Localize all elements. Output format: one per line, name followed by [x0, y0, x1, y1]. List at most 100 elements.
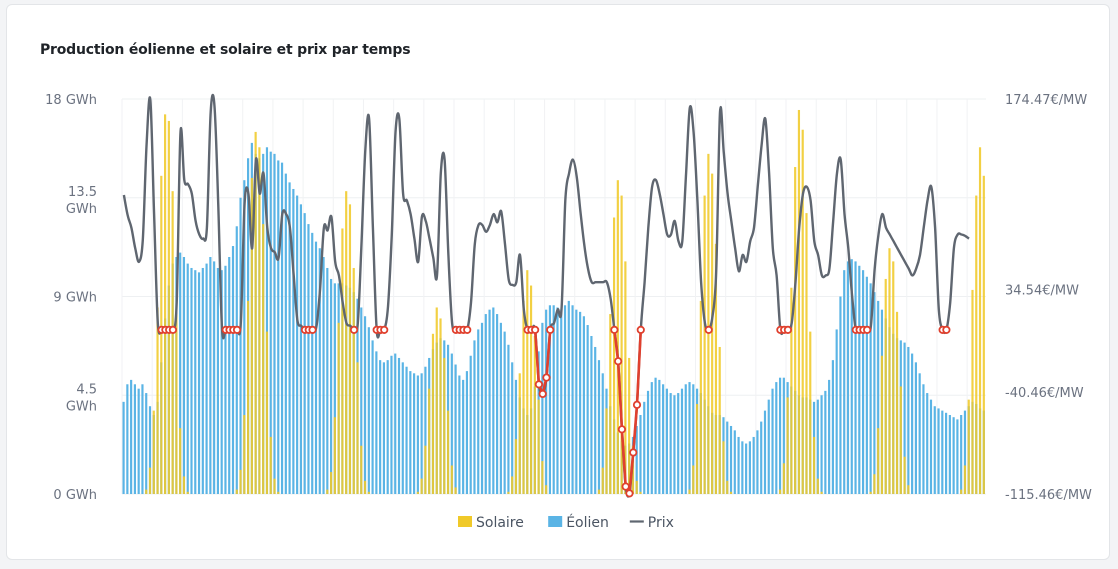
solar-bar — [171, 191, 174, 494]
solar-bar — [786, 397, 789, 494]
wind-bar — [846, 261, 850, 494]
wind-bar — [296, 195, 299, 495]
wind-bar — [292, 188, 295, 494]
y-left-tick-label: 4.5 GWh — [66, 382, 97, 414]
solar-bar — [537, 399, 540, 494]
solar-bar — [605, 408, 608, 494]
wind-bar — [865, 276, 868, 494]
price-negative-point — [232, 325, 242, 334]
solar-bar — [982, 175, 985, 495]
solar-bar — [612, 217, 616, 494]
y-right-tick-label: 34.54€/MW — [1005, 284, 1079, 299]
wind-bar — [330, 278, 333, 494]
solar-bar — [639, 491, 642, 494]
solar-bar — [711, 173, 714, 494]
solar-bar — [718, 346, 721, 494]
y-left-tick-line: 13.5 — [68, 185, 97, 200]
wind-bar — [401, 362, 404, 494]
wind-bar — [560, 309, 563, 494]
solar-bar — [907, 485, 910, 494]
wind-bar — [416, 375, 419, 494]
solar-bar — [880, 355, 884, 494]
wind-bar — [662, 384, 665, 494]
solar-bars — [145, 109, 985, 495]
wind-bar — [311, 232, 314, 494]
solar-bar — [511, 476, 514, 494]
wind-bar — [379, 360, 382, 494]
wind-bar — [556, 307, 559, 494]
wind-bar — [239, 197, 242, 494]
price-negative-point — [168, 325, 178, 334]
wind-bar — [952, 417, 955, 494]
solar-bar — [367, 491, 370, 494]
wind-bar — [458, 375, 461, 494]
solar-bar — [273, 478, 276, 494]
wind-bar — [563, 305, 567, 494]
wind-bar — [778, 377, 782, 494]
wind-bar — [775, 382, 778, 494]
wind-bar — [122, 401, 125, 494]
solar-bar — [352, 267, 355, 494]
wind-bar — [956, 419, 959, 494]
price-negative-point — [308, 325, 317, 334]
wind-bar — [541, 322, 544, 494]
solar-bar — [341, 228, 344, 494]
wind-bar — [450, 353, 453, 494]
wind-bar — [386, 360, 389, 494]
solar-bar — [247, 300, 250, 494]
solar-bar — [454, 487, 457, 494]
solar-bar — [609, 314, 612, 494]
price-negative-point — [380, 325, 389, 334]
wind-bar — [360, 307, 363, 494]
wind-bar — [126, 384, 129, 494]
wind-bar — [760, 421, 763, 494]
price-negative-point — [610, 325, 619, 334]
solar-bar — [782, 463, 785, 494]
price-negative-point — [349, 325, 359, 334]
wind-bar — [944, 412, 948, 494]
price-negative-point — [546, 325, 555, 334]
wind-bar — [363, 316, 367, 494]
solar-bar — [895, 311, 899, 494]
wind-bar — [850, 259, 853, 494]
wind-bar — [477, 329, 480, 494]
price-negative-point — [617, 425, 627, 434]
wind-bar — [420, 373, 423, 494]
solar-bar — [360, 445, 363, 494]
wind-bar — [190, 267, 193, 494]
wind-bar — [601, 373, 604, 494]
wind-bar — [273, 153, 276, 494]
wind-bar — [326, 267, 329, 494]
price-negative-segment — [613, 328, 620, 363]
wind-bar — [213, 261, 216, 494]
price-series-line — [122, 93, 970, 498]
wind-bar — [141, 384, 144, 494]
wind-bar — [816, 399, 819, 494]
solar-bar — [277, 491, 280, 494]
solar-bar — [179, 428, 182, 494]
wind-bar — [571, 305, 574, 494]
wind-bar — [499, 322, 502, 494]
wind-bar — [224, 265, 227, 494]
chart-title: Production éolienne et solaire et prix p… — [40, 42, 411, 58]
wind-bar — [658, 379, 661, 494]
solar-bar — [167, 120, 170, 494]
wind-bar — [752, 436, 755, 494]
solar-bar — [967, 399, 970, 494]
wind-bar — [903, 342, 906, 494]
wind-bar — [843, 270, 846, 494]
solar-bar — [522, 300, 525, 494]
wind-bar — [382, 362, 386, 494]
solar-bar — [975, 195, 978, 495]
wind-bar — [824, 390, 827, 494]
y-left-tick-label: 0 GWh — [53, 488, 97, 503]
solar-bar — [529, 285, 533, 494]
solar-bar — [446, 410, 450, 494]
solar-bar — [431, 333, 435, 494]
wind-bar — [771, 388, 774, 494]
solar-bar — [333, 417, 336, 494]
wind-bar — [835, 329, 838, 494]
solar-bar — [816, 478, 819, 494]
y-left-tick-line: GWh — [66, 202, 97, 217]
wind-bar — [911, 353, 914, 494]
